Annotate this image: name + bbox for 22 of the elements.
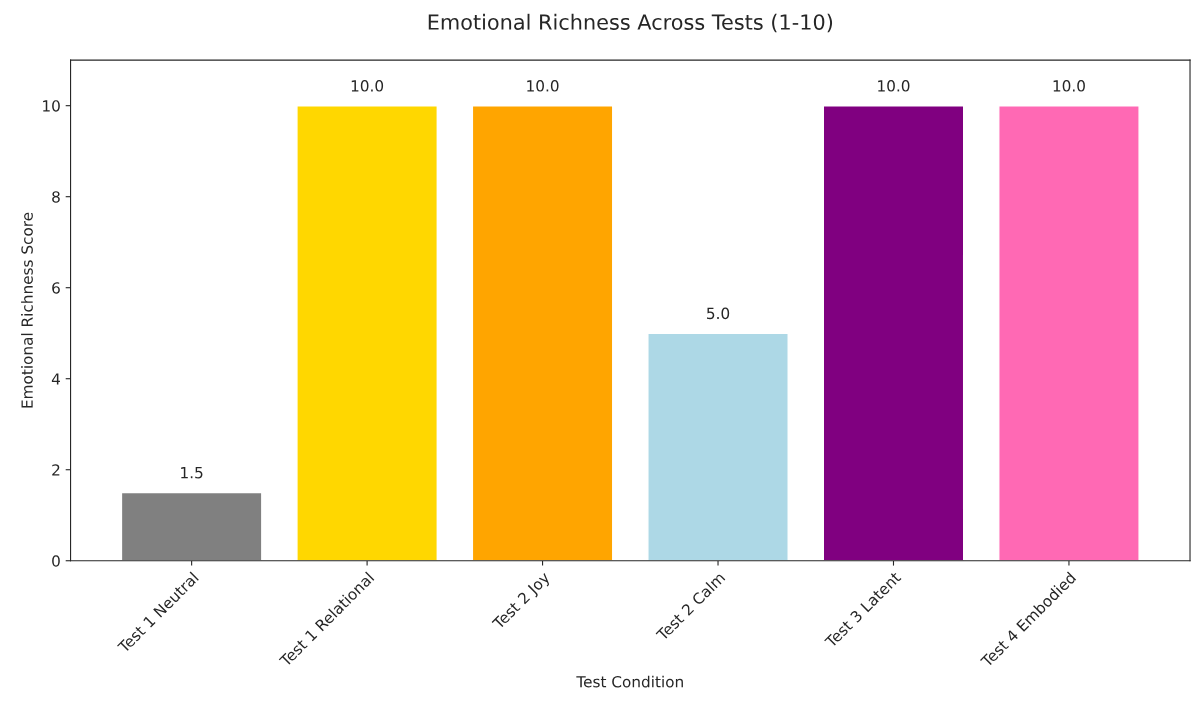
data-label: 10.0: [527, 80, 559, 92]
data-label: 1.5: [181, 467, 203, 479]
data-label: 10.0: [878, 80, 910, 92]
y-tick-label: 2: [52, 464, 60, 476]
data-label: 10.0: [351, 80, 384, 92]
x-tick-label: Test 2 Joy: [491, 570, 553, 633]
y-tick-label: 0: [52, 555, 60, 567]
bar: [471, 104, 614, 561]
x-axis-title: Test Condition: [576, 675, 683, 688]
y-tick-label: 4: [51, 373, 60, 385]
data-label: 10.0: [1053, 80, 1085, 92]
bar: [120, 491, 263, 561]
bar: [822, 104, 965, 561]
bar: [647, 332, 789, 561]
y-tick-label: 10: [43, 100, 60, 112]
y-tick-label: 6: [52, 282, 60, 294]
bar: [998, 104, 1140, 561]
bar: [296, 104, 438, 561]
y-tick-label: 8: [52, 191, 60, 203]
chart-title: Emotional Richness Across Tests (1-10): [428, 13, 833, 33]
y-axis-title: Emotional Richness Score: [21, 212, 33, 408]
data-label: 5.0: [707, 307, 730, 320]
